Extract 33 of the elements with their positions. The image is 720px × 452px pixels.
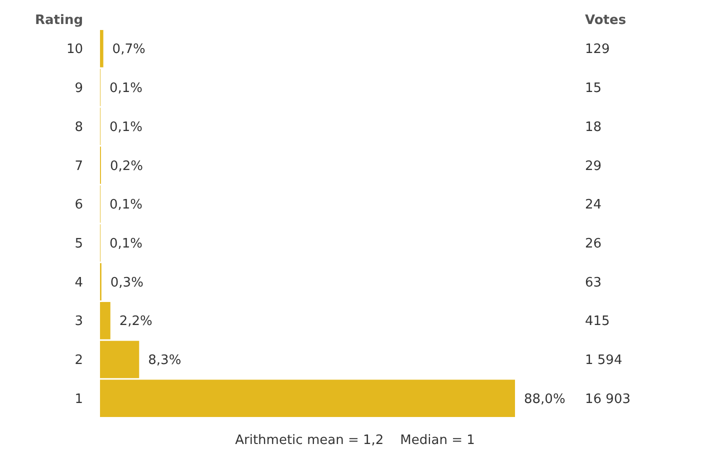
- y-tick-label: 6: [74, 198, 83, 213]
- data-label: 0,1%: [109, 81, 143, 96]
- data-label: 2,2%: [119, 314, 152, 330]
- text: 24: [585, 198, 602, 213]
- y-tick-label: 8: [74, 120, 83, 135]
- data-label: 88,0%: [524, 392, 566, 407]
- text: 18: [585, 120, 602, 135]
- data-label: 0,3%: [110, 275, 144, 290]
- data-label: 0,1%: [109, 120, 143, 135]
- y-tick-label: 4: [74, 275, 83, 290]
- text: Arithmetic mean = 1,2 Median = 1: [235, 433, 475, 448]
- y-tick-label: 5: [74, 236, 83, 252]
- data-label: 0,1%: [109, 198, 143, 213]
- text: 63: [585, 275, 602, 290]
- y-tick-label: 2: [74, 353, 83, 368]
- y-tick-label: 9: [74, 81, 83, 96]
- y-axis-title: Rating: [35, 13, 84, 28]
- y-tick-label: 1: [74, 392, 83, 407]
- text: 26: [585, 236, 602, 252]
- text: 129: [585, 42, 610, 58]
- y-tick-label: 3: [74, 314, 83, 330]
- text: 415: [585, 314, 610, 330]
- text: 29: [585, 158, 602, 174]
- y-tick-label: 10: [66, 42, 83, 58]
- data-label: 0,1%: [109, 236, 143, 252]
- data-label: 8,3%: [148, 353, 182, 368]
- text: Votes: [585, 13, 626, 28]
- y-tick-label: 7: [74, 158, 83, 174]
- text: 16 903: [585, 392, 630, 407]
- data-label: 0,2%: [110, 158, 143, 174]
- text: 15: [585, 81, 602, 96]
- text: 1 594: [585, 353, 622, 368]
- data-label: 0,7%: [112, 42, 146, 58]
